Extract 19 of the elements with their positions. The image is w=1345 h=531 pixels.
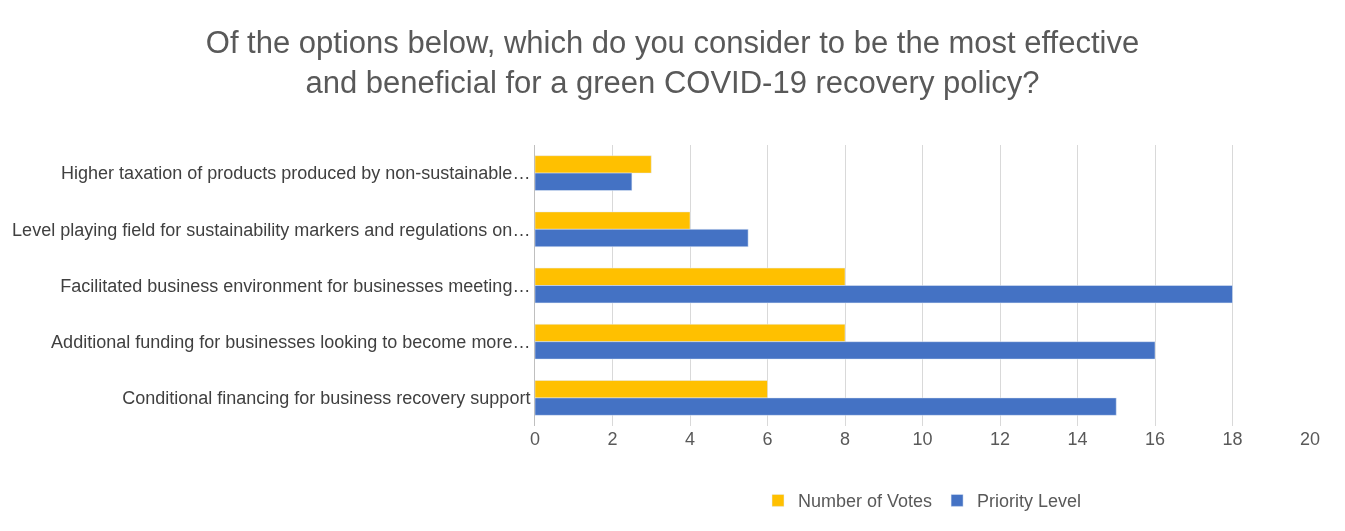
x-tick-label: 2 (607, 429, 618, 449)
x-tick-label: 4 (684, 429, 696, 449)
y-tick-label: Conditional financing for business recovery support (122, 388, 531, 409)
y-tick-label: Facilitated business environment for businesses meeting… (60, 275, 531, 296)
legend-label: Number of Votes (798, 491, 933, 512)
x-tick-label: 12 (989, 429, 1011, 449)
legend-label: Priority Level (977, 491, 1082, 512)
x-tick-label: 20 (1299, 429, 1321, 449)
chart-title: Of the options below, which do you consider to be the most effective and beneficial for a green COVID-19 recovery policy? (205, 25, 1140, 101)
y-tick-label: Level playing field for sustainability markers and regulations on… (12, 219, 531, 240)
x-tick-label: 10 (912, 429, 933, 449)
x-tick-label: 0 (529, 429, 541, 449)
y-tick-label: Higher taxation of products produced by non-sustainable… (61, 163, 531, 184)
x-tick-label: 14 (1067, 429, 1088, 449)
x-tick-label: 18 (1222, 429, 1243, 449)
x-tick-label: 8 (839, 429, 851, 449)
x-tick-label: 6 (762, 429, 773, 449)
x-tick-label: 16 (1144, 429, 1166, 449)
y-tick-label: Additional funding for businesses looking to become more… (51, 332, 531, 352)
